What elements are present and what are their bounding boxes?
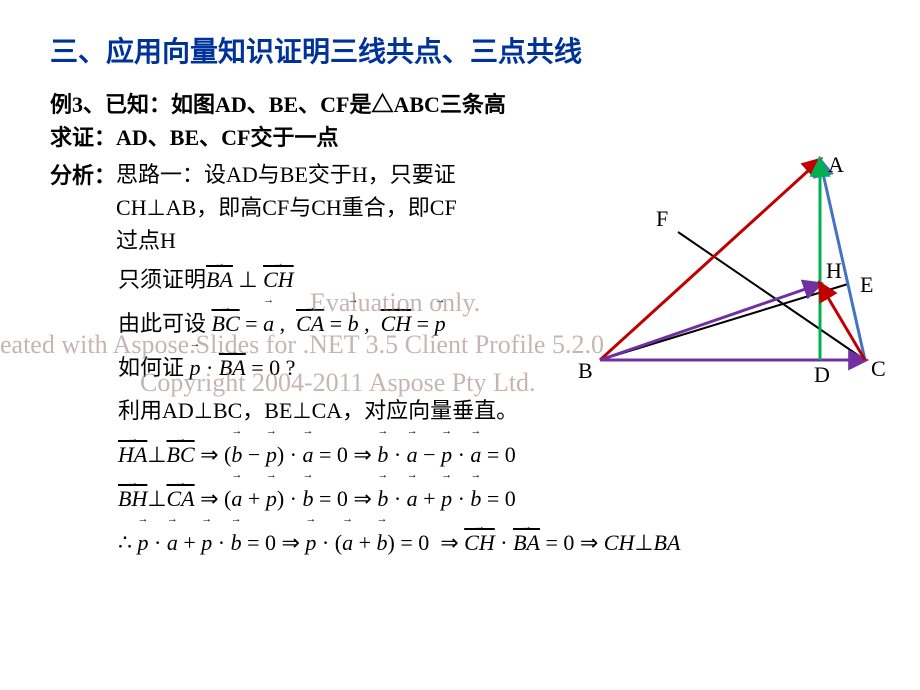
triangle-diagram: A B C D E F H xyxy=(570,150,890,380)
analysis-l3: 过点H xyxy=(116,224,457,257)
section-title: 三、应用向量知识证明三线共点、三点共线 xyxy=(50,30,870,70)
label-b: B xyxy=(578,358,593,384)
label-a: A xyxy=(828,152,844,178)
diagram-svg xyxy=(570,150,890,380)
analysis-l1: 思路一：设AD与BE交于H，只要证 xyxy=(116,158,457,191)
math-l7: ∴ p · a + p · b = 0 ⇒ p · (a + b) = 0 ⇒ … xyxy=(118,522,870,564)
analysis-l2: CH⊥AB，即高CF与CH重合，即CF xyxy=(116,191,457,224)
label-c: C xyxy=(871,356,886,382)
label-e: E xyxy=(860,272,873,298)
problem-line-1: 例3、已知：如图AD、BE、CF是△ABC三条高 xyxy=(50,88,870,121)
label-h: H xyxy=(826,258,842,284)
analysis-body: 思路一：设AD与BE交于H，只要证 CH⊥AB，即高CF与CH重合，即CF 过点… xyxy=(116,158,457,257)
label-d: D xyxy=(814,362,830,388)
analysis-label: 分析： xyxy=(50,158,116,190)
label-f: F xyxy=(656,206,668,232)
